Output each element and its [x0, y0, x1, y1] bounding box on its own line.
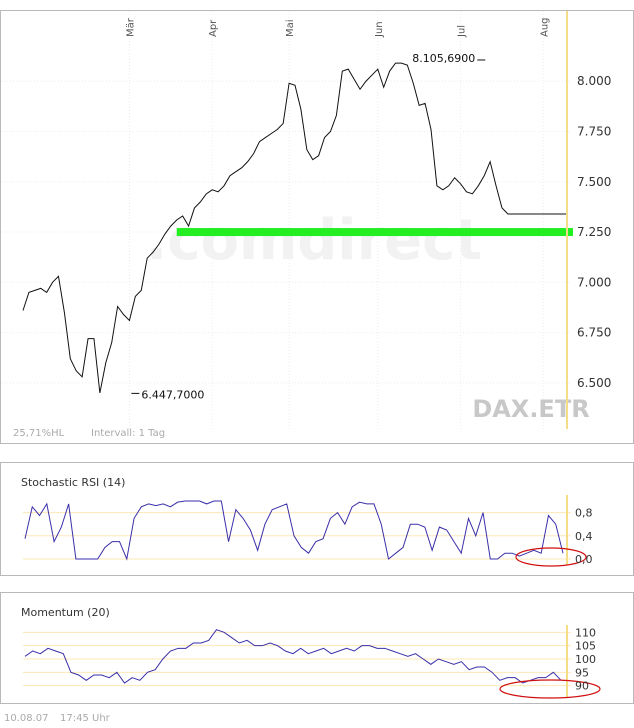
- stochastic-rsi-chart: 0,0 0,4 0,8: [23, 495, 593, 567]
- price-annotations: 6.447,7000 8.105,6900: [131, 52, 486, 401]
- price-y-tick-label: 7.750: [577, 124, 611, 138]
- low-price-annotation: 6.447,7000: [141, 388, 204, 401]
- mom-y-tick-label: 105: [575, 640, 596, 653]
- rsi-highlight-ellipse: [515, 547, 587, 567]
- month-label: Mär: [125, 17, 136, 37]
- price-y-tick-label: 7.500: [577, 175, 611, 189]
- range-info: 25,71%HL: [13, 428, 65, 439]
- momentum-grid: [23, 631, 571, 687]
- momentum-highlight-ellipse: [499, 679, 601, 699]
- footer-time: 17:45 Uhr: [60, 713, 110, 724]
- rsi-grid: [23, 512, 571, 560]
- price-chart: .comdirect DAX.ETR Mär Apr Mai Jun Jul Aug 6.…: [1, 11, 611, 439]
- price-y-tick-label: 6.500: [577, 376, 611, 390]
- month-label: Aug: [539, 17, 550, 37]
- rsi-y-tick-label: 0,0: [575, 553, 593, 566]
- support-line: [176, 228, 573, 237]
- momentum-line: [24, 629, 562, 684]
- month-label: Jul: [457, 25, 468, 38]
- month-labels: Mär Apr Mai Jun Jul Aug: [125, 17, 550, 38]
- price-y-ticks: 6.500 6.750 7.000 7.250 7.500 7.750 8.000: [577, 74, 611, 390]
- footer-date: 10.08.07: [4, 713, 49, 724]
- month-label: Apr: [208, 19, 219, 37]
- rsi-y-tick-label: 0,4: [575, 530, 593, 543]
- month-label: Mai: [285, 19, 296, 37]
- mom-y-tick-label: 110: [575, 626, 596, 639]
- mom-y-tick-label: 100: [575, 653, 596, 666]
- price-series-line: [22, 62, 567, 394]
- price-y-tick-label: 8.000: [577, 74, 611, 88]
- price-y-tick-label: 6.750: [577, 326, 611, 340]
- momentum-panel: Momentum (20) 90 95 100 105 110: [0, 592, 634, 704]
- watermark-text: .comdirect: [146, 208, 482, 273]
- price-y-tick-label: 7.250: [577, 225, 611, 239]
- watermark: .comdirect: [146, 208, 482, 273]
- high-price-annotation: 8.105,6900: [412, 52, 475, 65]
- price-chart-panel: .comdirect DAX.ETR Mär Apr Mai Jun Jul Aug 6.…: [0, 10, 634, 444]
- stochastic-rsi-panel: Stochastic RSI (14) 0,0 0,4 0,8: [0, 462, 634, 576]
- stochastic-rsi-title: Stochastic RSI (14): [21, 476, 126, 489]
- symbol-label: DAX.ETR: [472, 395, 589, 423]
- interval-info: Intervall: 1 Tag: [91, 428, 165, 439]
- momentum-title: Momentum (20): [21, 606, 110, 619]
- rsi-y-tick-label: 0,8: [575, 507, 593, 520]
- stochastic-rsi-line: [24, 500, 564, 561]
- rsi-y-ticks: 0,0 0,4 0,8: [575, 507, 593, 566]
- price-y-tick-label: 7.000: [577, 275, 611, 289]
- mom-y-tick-label: 90: [575, 680, 589, 693]
- mom-y-tick-label: 95: [575, 666, 589, 679]
- month-label: Jun: [374, 21, 385, 38]
